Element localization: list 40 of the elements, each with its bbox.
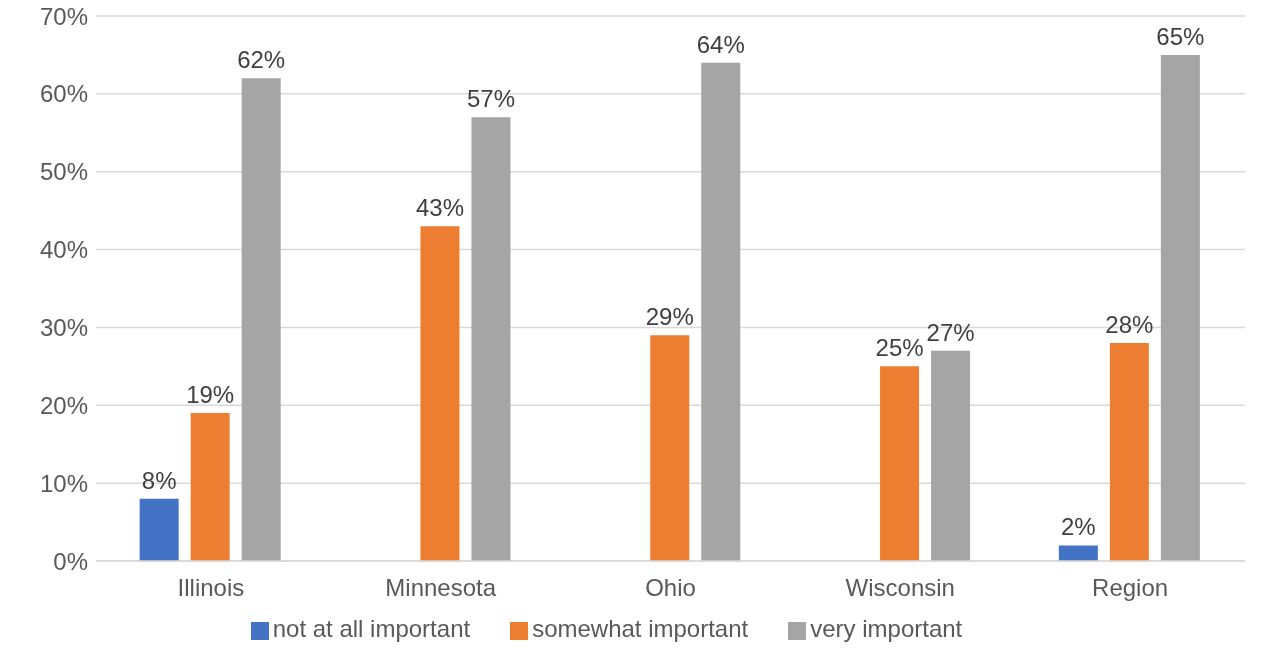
bar <box>931 350 971 561</box>
y-tick-label: 50% <box>39 158 88 186</box>
data-label: 64% <box>696 30 745 58</box>
data-label: 8% <box>141 466 177 494</box>
bar <box>1109 343 1149 561</box>
x-tick-label: Minnesota <box>385 574 497 602</box>
bar <box>1058 545 1098 561</box>
bar <box>420 226 460 561</box>
data-label: 27% <box>926 318 975 346</box>
bar <box>241 78 281 561</box>
y-tick-label: 30% <box>39 313 88 341</box>
data-label: 19% <box>186 381 235 409</box>
data-label: 62% <box>237 46 286 74</box>
bar <box>139 498 179 561</box>
data-label: 28% <box>1105 311 1154 338</box>
bar <box>190 413 230 561</box>
bar <box>701 62 741 561</box>
bar <box>880 366 920 561</box>
data-label: 25% <box>875 334 924 362</box>
x-tick-label: Illinois <box>177 574 245 602</box>
data-label: 29% <box>645 303 694 331</box>
x-tick-label: Wisconsin <box>845 574 955 602</box>
x-tick-label: Ohio <box>645 574 696 602</box>
bar <box>650 335 690 561</box>
data-label: 65% <box>1156 22 1205 50</box>
y-tick-label: 40% <box>39 236 88 264</box>
data-label: 43% <box>415 194 464 222</box>
y-tick-label: 20% <box>39 391 88 419</box>
data-label: 57% <box>466 85 515 113</box>
bar <box>471 117 511 561</box>
legend-label: somewhat important <box>532 615 749 642</box>
y-tick-label: 0% <box>53 547 88 575</box>
x-tick-label: Region <box>1092 574 1169 602</box>
legend-label: not at all important <box>272 615 471 642</box>
bar <box>1160 54 1200 561</box>
legend-label: very important <box>810 615 963 642</box>
y-tick-label: 10% <box>39 469 88 497</box>
y-tick-label: 60% <box>39 80 88 108</box>
data-label: 2% <box>1061 513 1096 541</box>
y-tick-label: 70% <box>39 2 88 30</box>
